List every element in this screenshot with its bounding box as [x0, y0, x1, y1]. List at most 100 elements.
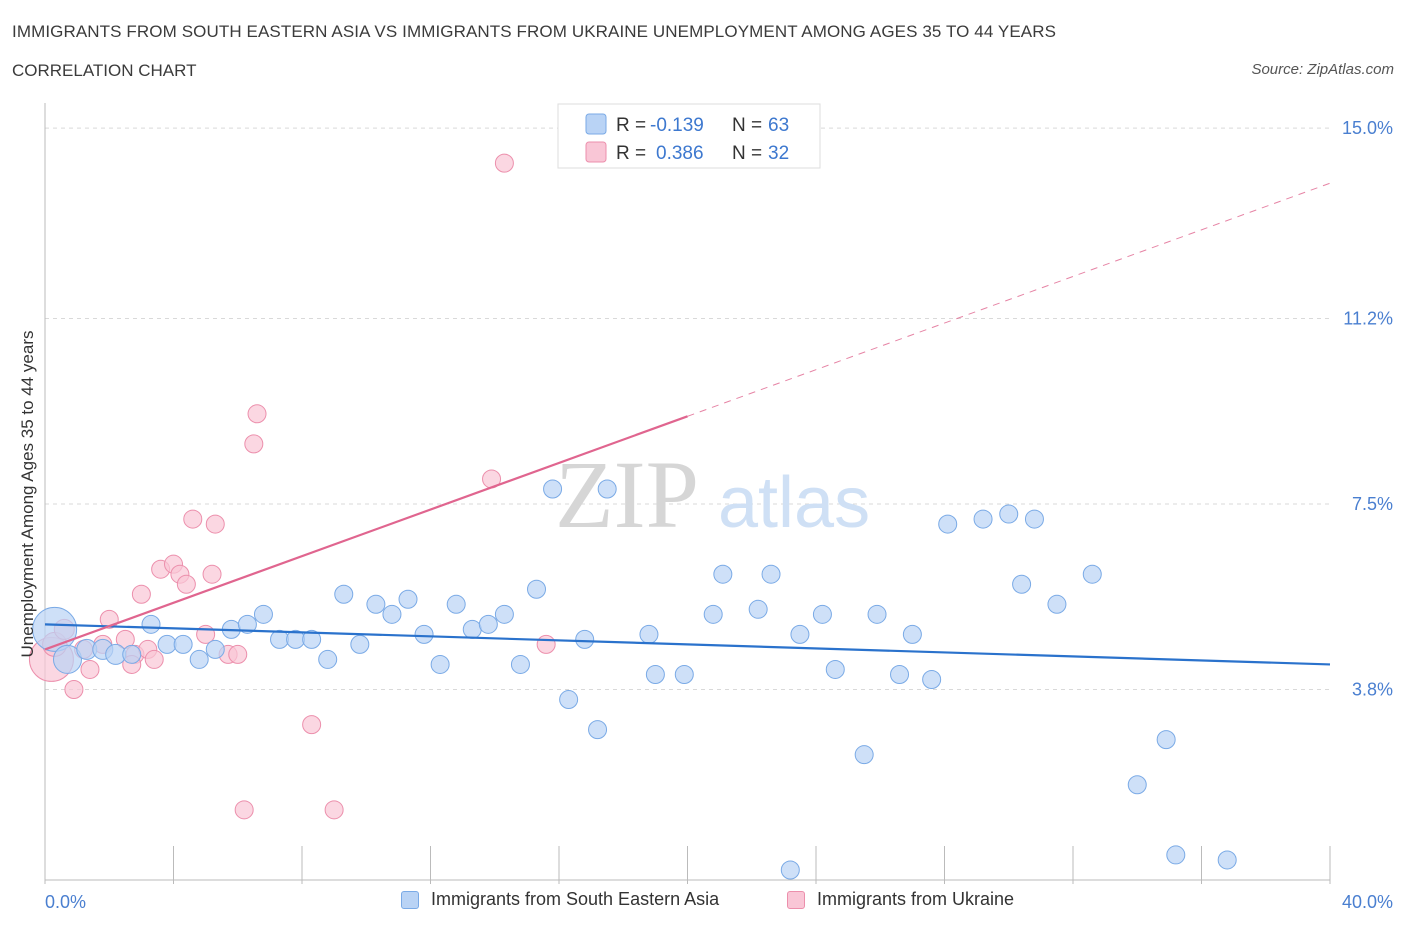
sea-point [382, 604, 402, 624]
ukraine-point [247, 404, 267, 424]
sea-point [527, 579, 547, 599]
sea-point [414, 624, 434, 644]
sea-point [999, 504, 1019, 524]
sea-point [761, 564, 781, 584]
legend-label-ukr: Immigrants from Ukraine [817, 889, 1015, 909]
legend-swatch-ukr [585, 141, 607, 163]
source-credit: Source: ZipAtlas.com [1251, 61, 1394, 78]
sea-point [713, 564, 733, 584]
sea-point [302, 629, 322, 649]
sea-point [559, 690, 579, 710]
watermark-zip: ZIP [555, 441, 699, 548]
ukraine-point [302, 715, 322, 735]
sea-point [812, 604, 832, 624]
sea-point [597, 479, 617, 499]
sea-trend-line [44, 623, 1331, 666]
sea-point [674, 664, 694, 684]
ukraine-point [131, 584, 151, 604]
bottom-legend: Immigrants from South Eastern Asia Immig… [0, 889, 1406, 917]
chart-title: IMMIGRANTS FROM SOUTH EASTERN ASIA VS IM… [12, 22, 1057, 41]
sea-point [157, 634, 177, 654]
sea-point [350, 634, 370, 654]
sea-point [1082, 564, 1102, 584]
sea-point [478, 614, 498, 634]
x-tick-labels: 0.0% 40.0% [45, 892, 1393, 912]
sea-point [790, 624, 810, 644]
sea-point [270, 629, 290, 649]
sea-points [32, 479, 1237, 880]
trend-lines [44, 182, 1331, 666]
sea-point [430, 654, 450, 674]
sea-point [494, 604, 514, 624]
ukraine-point [64, 680, 84, 700]
sea-point [1166, 845, 1186, 865]
y-axis-label: Unemployment Among Ages 35 to 44 years [18, 331, 37, 658]
sea-point [1217, 850, 1237, 870]
sea-point [1047, 594, 1067, 614]
legend-r-label-sea: R = [616, 115, 646, 136]
sea-point [639, 624, 659, 644]
sea-point [645, 664, 665, 684]
sea-point [462, 619, 482, 639]
sea-point [189, 649, 209, 669]
legend-swatch-sea-bottom [401, 890, 419, 909]
ukraine-point [176, 574, 196, 594]
sea-point [703, 604, 723, 624]
ukraine-point [536, 634, 556, 654]
chart-subtitle: CORRELATION CHART [12, 61, 197, 80]
y-tick-label: 15.0% [1342, 118, 1393, 138]
x-tick-label: 40.0% [1342, 892, 1393, 912]
sea-point [867, 604, 887, 624]
sea-point [575, 629, 595, 649]
legend-n-value-ukr: 32 [768, 143, 789, 164]
sea-point [318, 649, 338, 669]
ukraine-point [80, 659, 100, 679]
sea-point [398, 589, 418, 609]
ukraine-point [205, 514, 225, 534]
y-tick-labels: 3.8% 7.5% 11.2% 15.0% [1342, 118, 1393, 699]
legend-n-label-sea: N = [732, 115, 762, 136]
sea-point [173, 634, 193, 654]
watermark: ZIP atlas [555, 441, 870, 548]
sea-point [366, 594, 386, 614]
ukraine-point [324, 800, 344, 820]
legend-label-sea: Immigrants from South Eastern Asia [431, 889, 720, 909]
watermark-atlas: atlas [718, 463, 870, 543]
legend-swatch-ukr-bottom [787, 890, 805, 909]
sea-point [237, 614, 257, 634]
ukraine-trend-line [44, 415, 688, 651]
sea-point [1127, 775, 1147, 795]
sea-point [825, 659, 845, 679]
sea-point [902, 624, 922, 644]
sea-point [890, 664, 910, 684]
x-tick-label: 0.0% [45, 892, 86, 912]
sea-point [334, 584, 354, 604]
legend-n-label-ukr: N = [732, 143, 762, 164]
sea-point [780, 860, 800, 880]
sea-point [205, 639, 225, 659]
ukraine-point [234, 800, 254, 820]
sea-point [938, 514, 958, 534]
y-tick-label: 3.8% [1352, 680, 1393, 700]
sea-point [1024, 509, 1044, 529]
ukraine-point [228, 644, 248, 664]
ukraine-point [144, 649, 164, 669]
sea-point [253, 604, 273, 624]
sea-point [141, 614, 161, 634]
sea-point [748, 599, 768, 619]
sea-point [122, 644, 142, 664]
legend-box: R = -0.139 N = 63 R = 0.386 N = 32 [557, 103, 821, 169]
y-tick-label: 11.2% [1343, 309, 1393, 329]
sea-point [922, 669, 942, 689]
sea-point [446, 594, 466, 614]
sea-point [588, 720, 608, 740]
y-tick-label: 7.5% [1352, 494, 1393, 514]
sea-point [1012, 574, 1032, 594]
ukraine-point [494, 153, 514, 173]
sea-point [973, 509, 993, 529]
legend-r-value-sea: -0.139 [650, 115, 704, 136]
grid-lines [45, 127, 1330, 691]
legend-r-label-ukr: R = [616, 143, 646, 164]
sea-point [32, 606, 78, 652]
